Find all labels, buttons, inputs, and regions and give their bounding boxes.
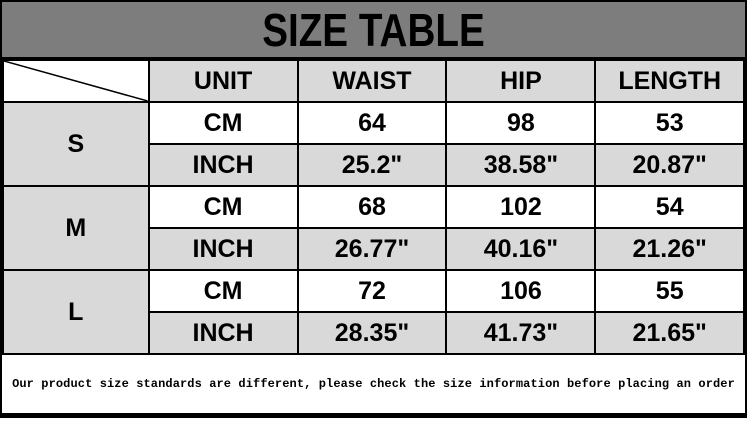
unit-cell: CM bbox=[147, 185, 299, 229]
hip-cell: 41.73" bbox=[445, 311, 597, 355]
table-row: L CM 72 106 55 bbox=[2, 269, 745, 355]
corner-cell bbox=[2, 59, 150, 103]
size-table: UNIT WAIST HIP LENGTH S CM 64 98 53 INCH… bbox=[2, 59, 745, 355]
unit-cell: CM bbox=[147, 269, 299, 313]
header-row: UNIT WAIST HIP LENGTH bbox=[2, 59, 745, 103]
disclaimer-area: Our product size standards are different… bbox=[2, 355, 745, 413]
column-header-hip: HIP bbox=[445, 59, 597, 103]
size-label-m: M bbox=[2, 185, 150, 271]
unit-cell: INCH bbox=[147, 311, 299, 355]
unit-cell: CM bbox=[147, 101, 299, 145]
table-row: S CM 64 98 53 bbox=[2, 101, 745, 187]
hip-cell: 102 bbox=[445, 185, 597, 229]
length-cell: 21.65" bbox=[594, 311, 745, 355]
unit-cell: INCH bbox=[147, 227, 299, 271]
column-header-length: LENGTH bbox=[594, 59, 745, 103]
waist-cell: 72 bbox=[296, 269, 448, 313]
waist-cell: 68 bbox=[296, 185, 448, 229]
waist-cell: 25.2" bbox=[296, 143, 448, 187]
disclaimer-text: Our product size standards are different… bbox=[12, 377, 735, 391]
title-bar: SIZE TABLE bbox=[2, 2, 745, 59]
waist-cell: 26.77" bbox=[296, 227, 448, 271]
table-row: INCH 28.35" 41.73" 21.65" bbox=[3, 311, 745, 355]
length-cell: 21.26" bbox=[594, 227, 745, 271]
page-title: SIZE TABLE bbox=[262, 3, 485, 56]
column-header-unit: UNIT bbox=[147, 59, 299, 103]
length-cell: 53 bbox=[594, 101, 745, 145]
column-header-waist: WAIST bbox=[296, 59, 448, 103]
length-cell: 20.87" bbox=[594, 143, 745, 187]
length-cell: 54 bbox=[594, 185, 745, 229]
unit-cell: INCH bbox=[147, 143, 299, 187]
diagonal-divider-icon bbox=[4, 61, 148, 101]
waist-cell: 64 bbox=[296, 101, 448, 145]
size-label-l: L bbox=[2, 269, 150, 355]
hip-cell: 40.16" bbox=[445, 227, 597, 271]
waist-cell: 28.35" bbox=[296, 311, 448, 355]
size-label-s: S bbox=[2, 101, 150, 187]
hip-cell: 106 bbox=[445, 269, 597, 313]
table-row: M CM 68 102 54 bbox=[2, 185, 745, 271]
table-row: INCH 26.77" 40.16" 21.26" bbox=[3, 227, 745, 271]
table-row: INCH 25.2" 38.58" 20.87" bbox=[3, 143, 745, 187]
hip-cell: 38.58" bbox=[445, 143, 597, 187]
hip-cell: 98 bbox=[445, 101, 597, 145]
length-cell: 55 bbox=[594, 269, 745, 313]
